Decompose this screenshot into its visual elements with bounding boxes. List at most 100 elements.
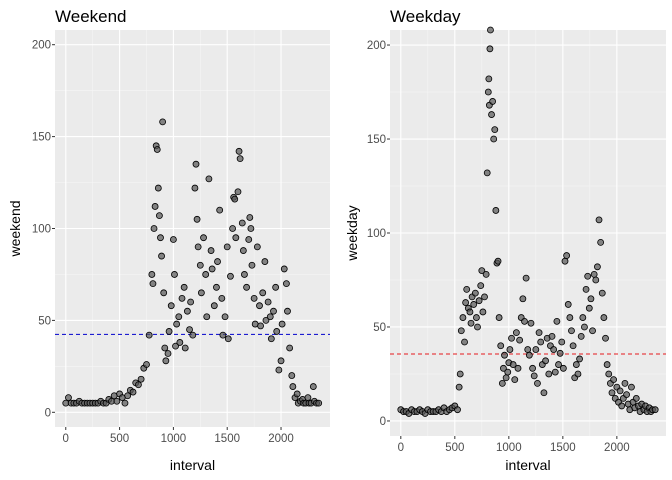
weekend-point [186, 326, 193, 333]
weekend-point [175, 313, 183, 321]
weekend-point [65, 394, 72, 401]
weekend-y-tick: 100 [32, 224, 51, 236]
weekend-x-tick: 1000 [161, 433, 187, 445]
weekend-point [169, 236, 177, 243]
weekday-point [473, 314, 480, 321]
weekday-point [506, 346, 514, 353]
weekend-point [239, 247, 247, 254]
weekday-point [532, 346, 540, 353]
weekday-point [459, 314, 467, 321]
weekday-point [481, 293, 488, 301]
weekday-point [522, 274, 530, 282]
weekend-point [277, 357, 285, 365]
weekday-point [621, 379, 629, 387]
weekday-point [618, 402, 626, 410]
weekday-point [542, 357, 549, 365]
weekend-point [160, 289, 168, 297]
weekday-point [486, 45, 494, 53]
weekday-y-tick: 0 [380, 416, 386, 428]
weekday-point [501, 351, 508, 359]
weekend-point [167, 302, 175, 310]
weekend-point [162, 357, 170, 365]
weekday-point [592, 276, 600, 284]
weekday-point [456, 370, 464, 378]
weekday-points [397, 26, 659, 417]
weekend-point [173, 320, 181, 328]
weekend-x-tick: 0 [63, 433, 69, 445]
weekend-point [200, 234, 207, 242]
weekend-point [197, 289, 205, 297]
weekday-point [483, 169, 491, 177]
weekday-point [577, 332, 585, 340]
weekend-point [304, 394, 312, 401]
weekday-point [454, 406, 461, 414]
weekday-point [585, 304, 593, 312]
weekday-point [616, 387, 624, 395]
weekend-point [158, 252, 165, 260]
weekday-point [470, 301, 478, 308]
weekend-point [289, 383, 297, 390]
weekend-y-tick: 0 [45, 407, 51, 419]
weekday-point [594, 263, 601, 271]
weekday-title: Weekday [390, 7, 461, 26]
weekday-point [509, 361, 517, 368]
weekend-y-ticks: 0 50 100 150 200 [32, 40, 55, 419]
weekday-point [559, 364, 567, 372]
weekend-x-ticks: 0 500 1000 1500 2000 [63, 427, 294, 445]
weekend-point [232, 234, 240, 242]
weekday-x-axis-title: interval [505, 457, 550, 473]
weekend-point [124, 392, 132, 400]
weekend-point [234, 188, 242, 196]
weekend-point [216, 206, 224, 214]
weekend-grid-major [55, 30, 330, 427]
weekend-point [256, 302, 263, 310]
weekend-point [196, 261, 204, 269]
weekday-point [551, 368, 559, 376]
weekend-point [267, 335, 275, 343]
weekday-point [584, 272, 592, 280]
weekend-point [164, 350, 172, 357]
weekend-point [181, 344, 189, 352]
weekend-point [248, 261, 256, 269]
weekday-point [504, 368, 512, 376]
weekday-point [628, 383, 635, 391]
weekend-panel: Weekend 0 500 1000 1500 2000 0 50 100 15… [7, 7, 330, 473]
weekend-point [214, 258, 221, 265]
weekend-point [137, 375, 145, 383]
weekday-point [525, 351, 533, 359]
weekend-point [266, 313, 274, 321]
weekend-point [259, 289, 267, 297]
weekend-point [253, 243, 261, 251]
weekday-y-tick: 200 [367, 40, 386, 52]
weekday-point [489, 98, 497, 105]
weekday-point [466, 308, 474, 316]
weekday-point [527, 319, 535, 327]
weekend-point [113, 397, 121, 405]
weekday-point [521, 317, 528, 325]
weekday-point [485, 75, 493, 83]
weekend-point [203, 313, 211, 321]
weekday-point [553, 317, 561, 325]
weekday-point [545, 370, 553, 378]
weekday-point [651, 406, 659, 414]
weekday-point [491, 126, 499, 134]
weekend-point [193, 215, 201, 223]
weekday-point [479, 308, 487, 316]
weekend-point [235, 147, 243, 155]
weekday-point [498, 379, 506, 387]
weekend-x-tick: 2000 [268, 433, 294, 445]
weekday-point [484, 88, 492, 96]
weekend-point [154, 184, 162, 192]
weekday-point [492, 207, 500, 214]
weekend-point [208, 265, 216, 273]
weekend-point [171, 271, 178, 278]
weekend-point [261, 258, 269, 265]
weekend-point [148, 271, 156, 278]
weekend-point [264, 298, 272, 306]
weekend-point [229, 225, 236, 232]
weekday-point [514, 364, 522, 372]
weekday-point [490, 135, 498, 143]
weekend-point [121, 399, 129, 407]
weekday-point [534, 379, 541, 387]
